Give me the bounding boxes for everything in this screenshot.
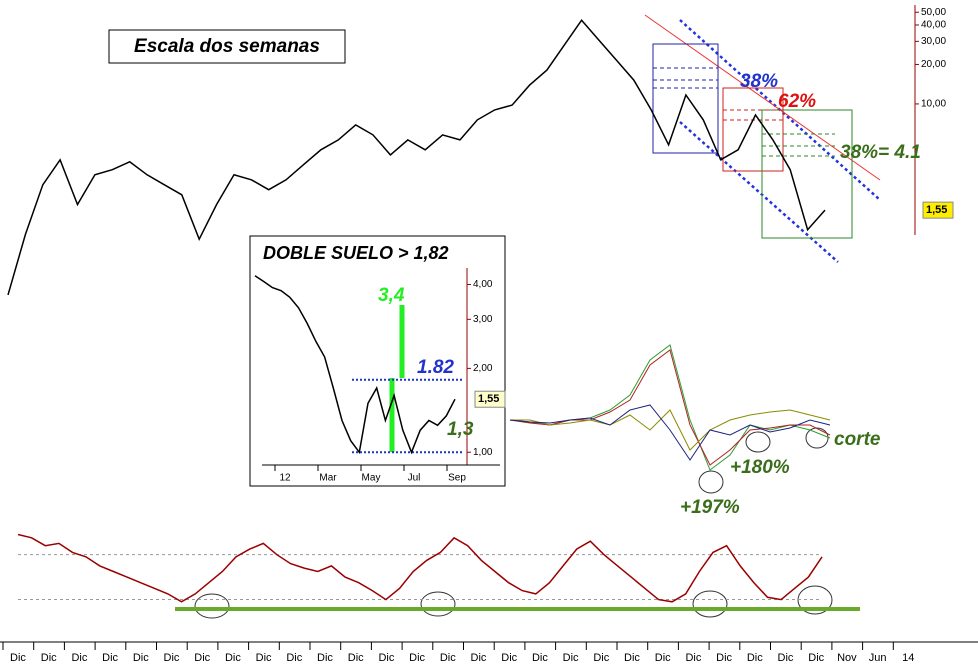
inset-box [249, 235, 506, 487]
x-tick-label: Dic [317, 652, 333, 664]
x-tick-label: May [362, 473, 381, 484]
x-tick-label: Dic [225, 652, 241, 664]
last-value-label: 1,55 [926, 204, 947, 216]
x-tick-label: Dic [348, 652, 364, 664]
y-tick-label: 10,00 [921, 99, 946, 110]
x-tick-label: 12 [279, 473, 291, 484]
annotation: 1,3 [447, 419, 474, 440]
series-line [509, 349, 831, 466]
y-tick-label: 30,00 [921, 36, 946, 47]
annotation: 3,4 [378, 285, 405, 306]
series-line [7, 18, 826, 296]
x-tick-label: Dic [808, 652, 824, 664]
x-tick-label: Jul [408, 473, 421, 484]
x-tick-label: Dic [747, 652, 763, 664]
last-value-box [922, 201, 954, 219]
y-tick-label: 20,00 [921, 59, 946, 70]
y-tick-label: 2,00 [473, 363, 493, 374]
chart-title: Escala dos semanas [134, 36, 320, 57]
annotation: 38% [740, 71, 778, 92]
x-tick-label: Dic [440, 652, 456, 664]
x-tick-label: Dic [655, 652, 671, 664]
x-tick-label: Dic [501, 652, 517, 664]
series-line [510, 409, 831, 451]
x-tick-label: Dic [71, 652, 87, 664]
x-tick-label: Dic [41, 652, 57, 664]
annotation: +197% [680, 497, 740, 518]
annotation: 1.82 [417, 357, 454, 378]
x-tick-label: Dic [10, 652, 26, 664]
x-tick-label: Dic [133, 652, 149, 664]
series-line [17, 533, 823, 603]
x-tick-label: Dic [164, 652, 180, 664]
x-tick-label: Dic [256, 652, 272, 664]
series-line [509, 344, 831, 471]
x-tick-label: Dic [102, 652, 118, 664]
analysis-lines [644, 14, 881, 263]
x-tick-label: Dic [194, 652, 210, 664]
annotation: 62% [778, 91, 816, 112]
y-tick-label: 40,00 [921, 20, 946, 31]
x-tick-label: Dic [685, 652, 701, 664]
x-tick-label: 14 [902, 652, 914, 664]
x-tick-label: Dic [471, 652, 487, 664]
last-value-box [474, 390, 506, 408]
last-value-label: 1,55 [478, 393, 499, 405]
x-tick-label: Dic [532, 652, 548, 664]
annotation: corte [834, 429, 881, 450]
x-tick-label: Dic [624, 652, 640, 664]
x-tick-label: Nov [837, 652, 857, 664]
x-tick-label: Dic [593, 652, 609, 664]
x-tick-label: Dic [716, 652, 732, 664]
series-line [509, 404, 831, 461]
x-tick-label: Jun [869, 652, 887, 664]
x-tick-label: Dic [778, 652, 794, 664]
annotation: 38%= 4.1 [840, 142, 921, 163]
y-tick-label: 4,00 [473, 279, 493, 290]
x-tick-label: Dic [286, 652, 302, 664]
x-tick-label: Dic [563, 652, 579, 664]
y-tick-label: 1,00 [473, 447, 493, 458]
x-tick-label: Dic [378, 652, 394, 664]
x-tick-label: Sep [448, 473, 466, 484]
x-tick-label: Dic [409, 652, 425, 664]
inset-title: DOBLE SUELO > 1,82 [263, 243, 449, 263]
series-line [254, 275, 456, 455]
title-box [108, 29, 346, 64]
annotation: +180% [730, 457, 790, 478]
y-tick-label: 3,00 [473, 314, 493, 325]
y-tick-label: 50,00 [921, 7, 946, 18]
x-tick-label: Mar [319, 473, 337, 484]
